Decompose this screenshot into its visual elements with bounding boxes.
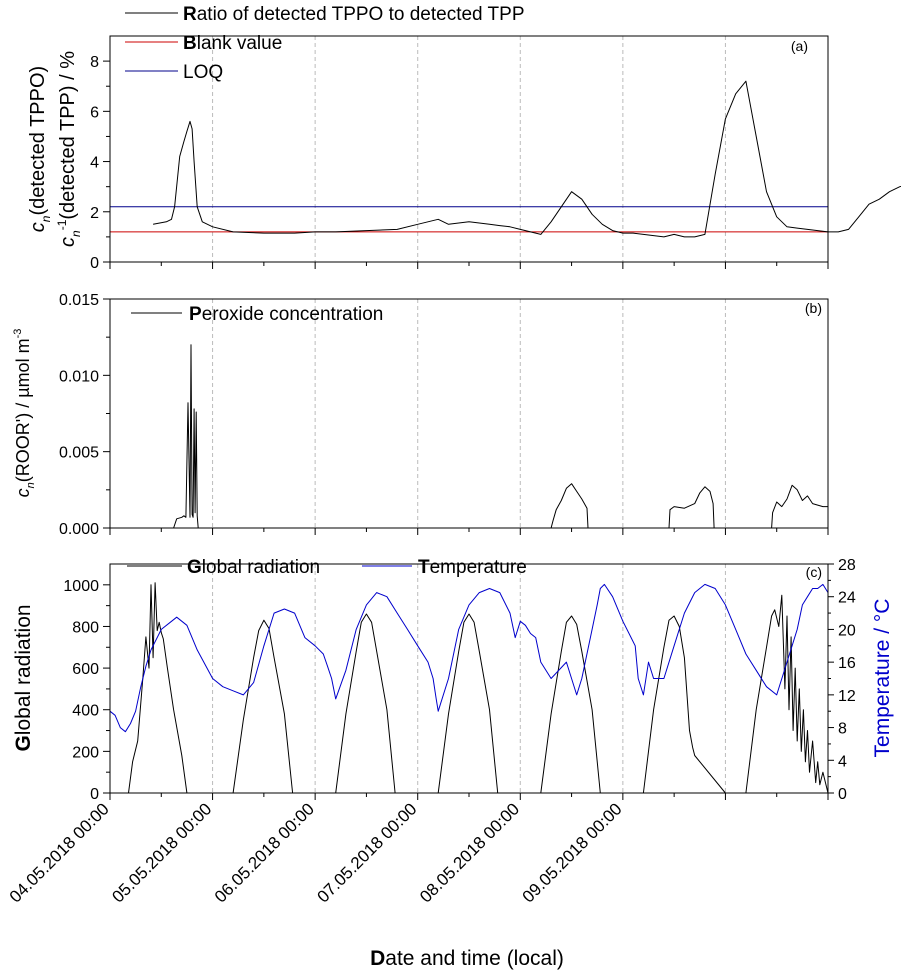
y-axis-label-c-right: Temperature / °C (871, 599, 894, 758)
y-tick-label: 800 (72, 619, 99, 636)
y-ticks-c-right: 0 4 8 12 16 20 24 28 (828, 557, 856, 803)
x-axis-label: Date and time (local) (370, 947, 564, 970)
legend-c: Global radiation Temperature (127, 557, 527, 578)
legend-label-loq: LOQ (183, 62, 223, 83)
series-a (153, 80, 901, 238)
series-line-temperature (109, 583, 829, 733)
y-tick-label-right: 28 (838, 557, 856, 574)
y-axis-label-a-line1: cn(detected TPPO) (27, 66, 53, 232)
y-tick-label-right: 20 (838, 622, 856, 639)
y-tick-label: 600 (72, 661, 99, 678)
x-ticks-c (109, 793, 829, 800)
panel-b: 0.000 0.005 0.010 0.015 (b) Peroxide concen… (12, 292, 829, 538)
y-tick-label-right: 16 (838, 655, 856, 672)
series-c (109, 582, 829, 794)
y-axis-label-b: cn(ROOR') / µmol m-3 (12, 329, 37, 498)
series-b (173, 344, 828, 529)
panel-label-b: (b) (805, 300, 822, 316)
plot-frame-b (109, 298, 829, 529)
y-axis-label-a-line2: cn-1(detected TPP) / % (55, 51, 83, 247)
legend-a: Ratio of detected TPPO to detected TPP B… (125, 4, 525, 83)
x-tick-label: 05.05.2018 00:00 (108, 799, 215, 906)
legend-label-blank: Blank value (183, 33, 282, 54)
legend-b: Peroxide concentration (131, 304, 383, 325)
x-tick-label: 06.05.2018 00:00 (211, 799, 318, 906)
y-tick-label: 0 (90, 786, 99, 803)
x-ticks-a (109, 262, 829, 269)
panel-label-a: (a) (791, 38, 808, 54)
legend-label-peroxide: Peroxide concentration (189, 304, 383, 325)
reference-lines-a (110, 206, 828, 233)
plot-frame-c (109, 563, 829, 794)
y-ticks-c-left: 0 200 400 600 800 1000 (63, 578, 110, 803)
grid-lines-a (212, 36, 726, 262)
y-tick-label: 8 (90, 54, 99, 71)
x-tick-label: 07.05.2018 00:00 (314, 799, 421, 906)
x-tick-label: 04.05.2018 00:00 (6, 799, 113, 906)
y-tick-label: 0.005 (59, 445, 99, 462)
legend-label-ratio: Ratio of detected TPPO to detected TPP (183, 4, 525, 25)
y-tick-label-right: 8 (838, 721, 847, 738)
y-tick-label: 0.010 (59, 368, 99, 385)
y-tick-label: 2 (90, 205, 99, 222)
x-tick-label: 08.05.2018 00:00 (416, 799, 523, 906)
x-tick-label: 09.05.2018 00:00 (519, 799, 626, 906)
y-tick-label: 0 (90, 255, 99, 272)
y-tick-label-right: 24 (838, 590, 856, 607)
y-tick-label: 200 (72, 744, 99, 761)
y-axis-label-c-left: Global radiation (12, 604, 35, 751)
y-tick-label: 4 (90, 155, 99, 172)
panel-c: 0 200 400 600 800 1000 0 4 8 12 16 20 24 28 (c) Glob… (6, 557, 894, 970)
y-tick-label-right: 4 (838, 753, 847, 770)
y-ticks-b: 0.000 0.005 0.010 0.015 (59, 292, 110, 538)
y-tick-label: 1000 (63, 578, 99, 595)
y-tick-label: 0.000 (59, 521, 99, 538)
y-ticks-a: 0 2 4 6 8 (90, 54, 110, 272)
legend-label-temperature: Temperature (418, 557, 527, 578)
series-line-global-radiation (110, 582, 829, 794)
series-line-peroxide-concentration (173, 344, 828, 529)
panel-label-c: (c) (806, 564, 822, 580)
x-ticks-b (109, 528, 829, 535)
y-tick-label: 0.015 (59, 292, 99, 309)
y-tick-label-right: 0 (838, 786, 847, 803)
grid-lines-b (212, 299, 726, 528)
y-tick-label: 6 (90, 104, 99, 121)
series-line-ratio-of-detected-tppo-to-detected-tpp (153, 80, 901, 238)
legend-label-radiation: Global radiation (187, 557, 320, 578)
y-tick-label-right: 12 (838, 688, 856, 705)
panel-a: 0 2 4 6 8 (a) Ratio of detected TPPO to dete… (27, 4, 901, 272)
y-tick-label: 400 (72, 703, 99, 720)
